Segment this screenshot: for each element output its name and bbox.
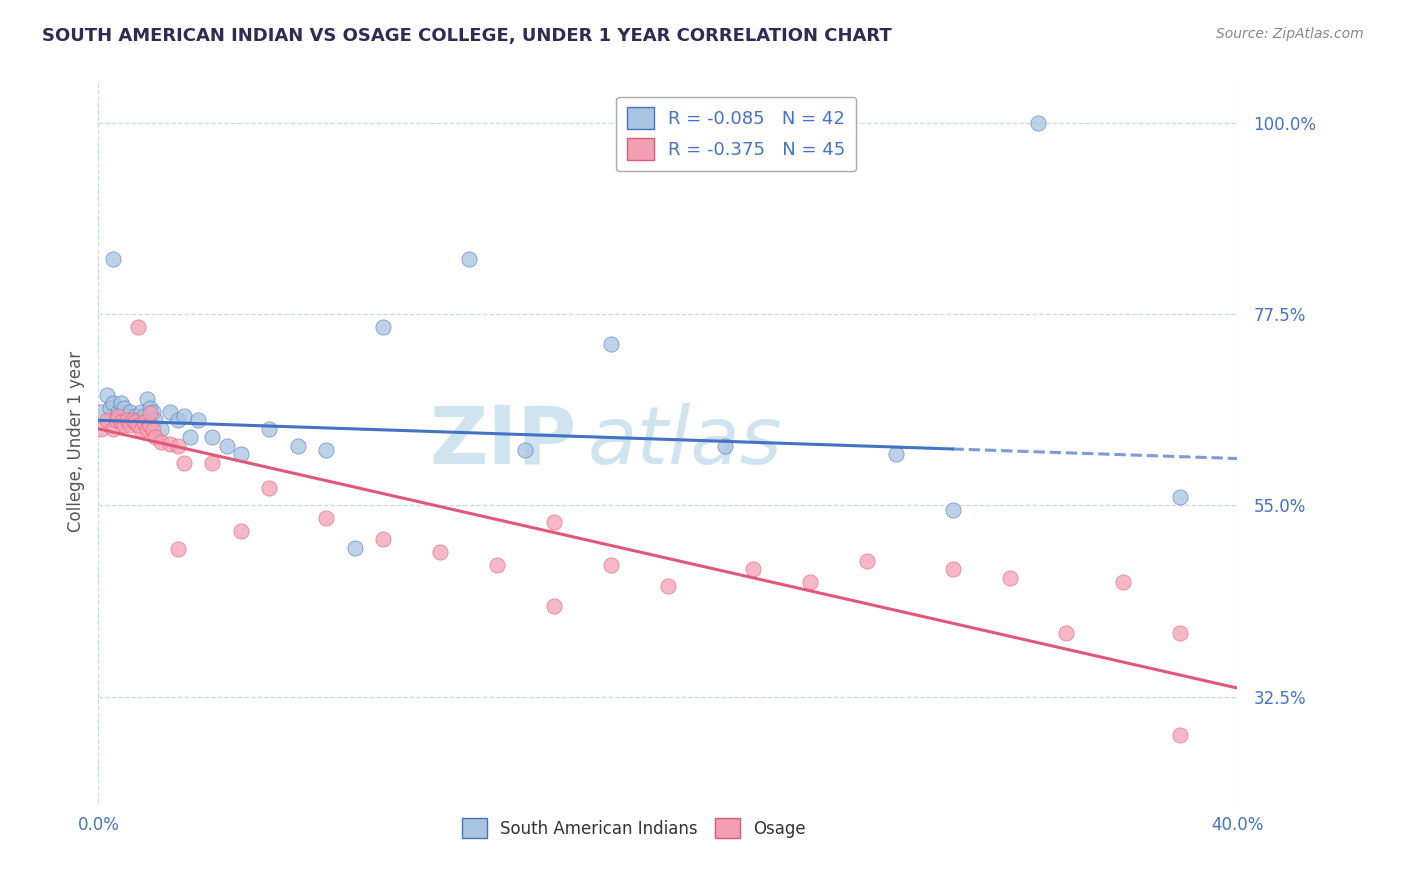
Point [96,388,118,402]
Point [104,413,127,427]
Point [1170,728,1192,742]
Point [138,401,160,415]
Point [107,409,129,423]
Point [150,422,173,436]
Point [799,574,821,589]
Point [141,424,163,438]
Point [856,553,879,567]
Point [173,409,195,423]
Text: Source: ZipAtlas.com: Source: ZipAtlas.com [1216,27,1364,41]
Point [942,562,965,576]
Point [259,422,281,436]
Point [110,396,132,410]
Y-axis label: College, Under 1 year: College, Under 1 year [66,351,84,533]
Point [132,415,155,429]
Point [1026,116,1049,130]
Point [135,392,157,406]
Point [101,252,124,266]
Point [132,409,155,423]
Text: atlas: atlas [588,402,783,481]
Point [742,562,765,576]
Point [714,439,737,453]
Point [104,413,127,427]
Point [127,417,149,432]
Point [600,336,623,351]
Point [1056,625,1078,640]
Point [515,443,537,458]
Point [543,516,565,530]
Point [90,405,112,419]
Point [657,579,679,593]
Point [121,413,143,427]
Point [121,413,143,427]
Point [98,401,121,415]
Point [159,405,181,419]
Point [129,405,152,419]
Point [107,405,129,419]
Point [1112,574,1135,589]
Point [287,439,309,453]
Point [543,599,565,613]
Point [96,413,118,427]
Point [138,417,160,432]
Point [145,413,167,427]
Point [167,413,190,427]
Point [145,430,167,444]
Text: ZIP: ZIP [429,402,576,481]
Point [115,413,138,427]
Point [486,558,509,572]
Point [215,439,238,453]
Point [118,417,141,432]
Point [138,407,160,421]
Point [179,430,201,444]
Point [127,319,149,334]
Point [201,430,224,444]
Point [150,434,173,449]
Point [173,456,195,470]
Point [141,405,163,419]
Point [187,413,209,427]
Point [373,533,395,547]
Point [201,456,224,470]
Point [124,409,146,423]
Point [315,443,337,458]
Point [110,415,132,429]
Point [112,401,135,415]
Point [101,422,124,436]
Point [884,447,907,461]
Legend: South American Indians, Osage: South American Indians, Osage [456,812,813,845]
Point [112,418,135,433]
Point [259,481,281,495]
Point [343,541,366,555]
Point [159,437,181,451]
Point [129,424,152,438]
Point [373,319,395,334]
Point [457,252,479,266]
Point [101,396,124,410]
Point [167,542,190,557]
Point [998,570,1021,584]
Point [1170,490,1192,504]
Point [118,405,141,419]
Point [127,417,149,432]
Point [135,422,157,436]
Point [229,447,252,461]
Point [90,422,112,436]
Point [229,524,252,538]
Text: SOUTH AMERICAN INDIAN VS OSAGE COLLEGE, UNDER 1 YEAR CORRELATION CHART: SOUTH AMERICAN INDIAN VS OSAGE COLLEGE, … [42,27,891,45]
Point [167,439,190,453]
Point [115,409,138,423]
Point [1170,625,1192,640]
Point [942,502,965,516]
Point [600,558,623,572]
Point [429,545,451,559]
Point [315,511,337,525]
Point [124,415,146,429]
